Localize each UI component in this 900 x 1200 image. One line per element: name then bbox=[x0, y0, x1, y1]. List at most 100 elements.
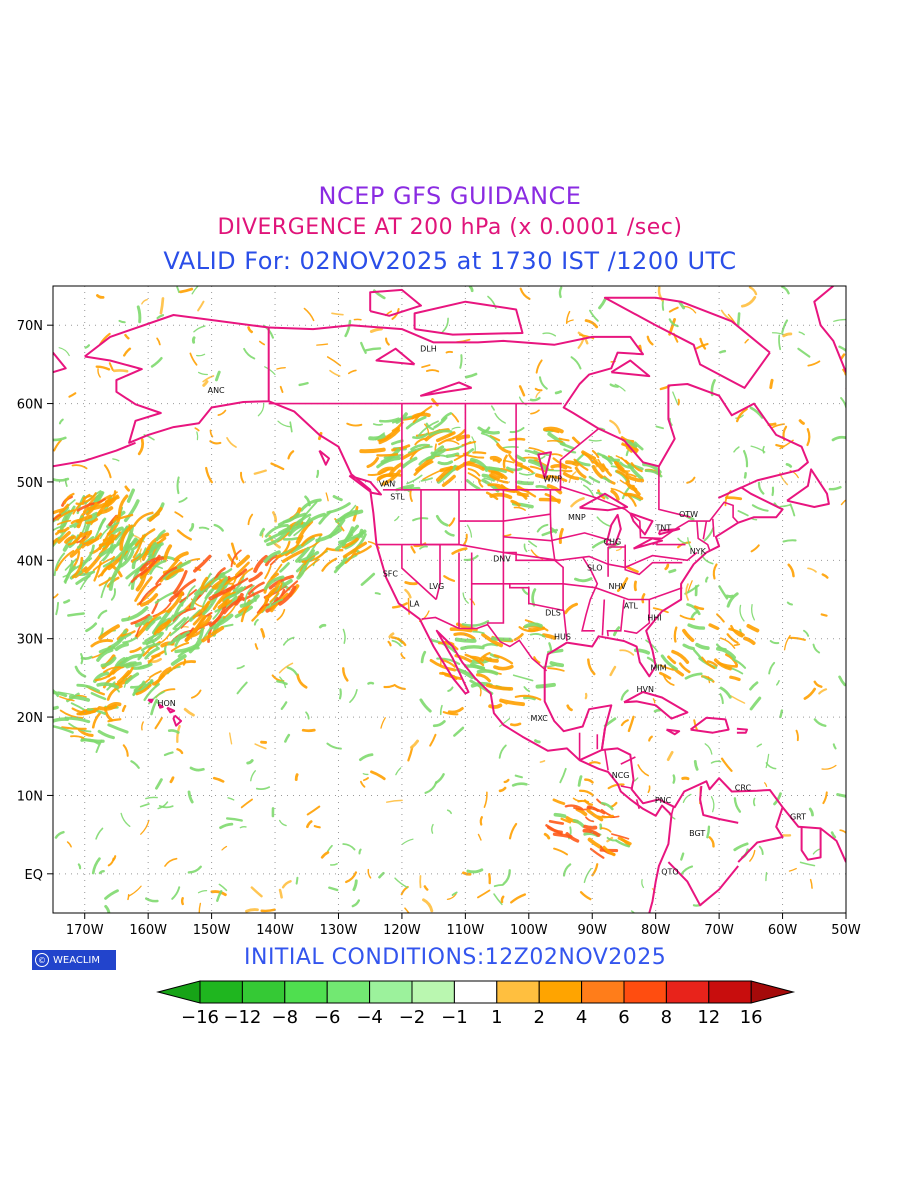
divergence-contour bbox=[260, 628, 266, 638]
divergence-contour bbox=[166, 591, 184, 614]
divergence-contour bbox=[359, 780, 366, 788]
divergence-contour bbox=[565, 310, 571, 324]
divergence-contour bbox=[684, 672, 703, 680]
divergence-contour bbox=[716, 647, 737, 660]
political-border bbox=[509, 583, 568, 642]
divergence-contour bbox=[64, 535, 77, 544]
divergence-contour bbox=[547, 667, 565, 672]
divergence-contour bbox=[523, 543, 528, 553]
divergence-contour bbox=[783, 634, 791, 651]
divergence-contour bbox=[530, 409, 540, 415]
divergence-contour bbox=[482, 656, 499, 663]
divergence-contour bbox=[236, 665, 245, 670]
divergence-contour bbox=[172, 570, 188, 595]
divergence-contour bbox=[98, 624, 120, 641]
divergence-contour bbox=[487, 483, 506, 490]
divergence-contour bbox=[512, 674, 534, 682]
divergence-contour bbox=[306, 820, 313, 829]
divergence-contour bbox=[645, 639, 659, 653]
divergence-contour bbox=[401, 838, 414, 845]
divergence-contour bbox=[446, 809, 452, 815]
legend-label: −16 bbox=[181, 1007, 219, 1028]
divergence-contour bbox=[268, 574, 294, 590]
divergence-contour bbox=[112, 513, 121, 523]
divergence-contour bbox=[377, 466, 394, 475]
divergence-contour bbox=[74, 665, 87, 678]
lon-tick-label: 50W bbox=[831, 923, 861, 938]
divergence-contour bbox=[625, 446, 633, 453]
divergence-contour bbox=[573, 458, 589, 471]
coastline bbox=[667, 861, 739, 907]
divergence-contour bbox=[253, 618, 259, 626]
divergence-contour bbox=[428, 429, 453, 437]
divergence-contour bbox=[281, 549, 305, 564]
political-border bbox=[503, 513, 552, 522]
divergence-contour bbox=[587, 658, 596, 676]
divergence-contour bbox=[245, 908, 259, 913]
political-border bbox=[670, 807, 675, 816]
divergence-contour bbox=[782, 332, 793, 338]
divergence-contour bbox=[405, 415, 427, 430]
divergence-contour bbox=[148, 609, 167, 625]
divergence-contour bbox=[295, 546, 310, 563]
city-label: DLS bbox=[545, 609, 561, 618]
political-border bbox=[696, 521, 711, 551]
city-label: WNP bbox=[543, 475, 562, 484]
divergence-contour bbox=[779, 439, 794, 450]
divergence-contour bbox=[591, 464, 604, 479]
legend-swatch bbox=[199, 980, 243, 1004]
divergence-contour bbox=[571, 436, 581, 445]
divergence-contour bbox=[92, 557, 114, 572]
divergence-contour bbox=[150, 698, 159, 716]
divergence-contour bbox=[620, 689, 629, 701]
divergence-contour bbox=[560, 817, 572, 824]
coastline bbox=[736, 727, 748, 734]
divergence-contour bbox=[726, 592, 739, 608]
divergence-contour bbox=[572, 797, 583, 802]
divergence-contour bbox=[795, 729, 799, 742]
city-label: GRT bbox=[790, 813, 806, 822]
divergence-contour bbox=[572, 818, 585, 828]
divergence-contour bbox=[490, 405, 495, 411]
divergence-contour bbox=[114, 642, 129, 651]
divergence-contour bbox=[570, 497, 585, 508]
divergence-contour bbox=[549, 661, 565, 668]
divergence-contour bbox=[148, 507, 163, 522]
divergence-contour bbox=[578, 477, 592, 486]
divergence-contour bbox=[144, 647, 160, 660]
divergence-contour bbox=[200, 576, 209, 591]
divergence-contour bbox=[118, 319, 126, 324]
divergence-contour bbox=[425, 369, 440, 373]
divergence-contour bbox=[71, 464, 88, 470]
divergence-contour bbox=[76, 514, 93, 524]
divergence-contour bbox=[139, 803, 150, 808]
lon-tick-label: 150W bbox=[193, 923, 231, 938]
divergence-contour bbox=[502, 459, 515, 464]
divergence-contour bbox=[240, 471, 245, 484]
divergence-contour bbox=[588, 439, 602, 442]
divergence-contour bbox=[218, 883, 228, 892]
divergence-contour bbox=[329, 369, 341, 377]
divergence-contour bbox=[395, 767, 402, 776]
divergence-contour bbox=[130, 613, 151, 625]
divergence-contour bbox=[210, 575, 227, 586]
divergence-contour bbox=[57, 526, 70, 533]
divergence-contour bbox=[682, 793, 692, 803]
divergence-contour bbox=[625, 439, 638, 448]
divergence-contour bbox=[121, 606, 149, 622]
divergence-contour bbox=[270, 563, 283, 579]
divergence-contour bbox=[214, 370, 221, 382]
divergence-contour bbox=[103, 464, 112, 479]
divergence-contour bbox=[467, 472, 482, 482]
divergence-contour bbox=[758, 845, 764, 856]
divergence-contour bbox=[447, 707, 464, 714]
divergence-contour bbox=[327, 844, 333, 852]
divergence-contour bbox=[485, 683, 514, 691]
divergence-contour bbox=[577, 775, 583, 787]
lon-tick-label: 100W bbox=[510, 923, 548, 938]
divergence-contour bbox=[631, 485, 641, 497]
divergence-contour bbox=[180, 897, 184, 906]
coastline bbox=[623, 691, 689, 720]
divergence-contour bbox=[797, 347, 811, 358]
divergence-contour bbox=[726, 633, 739, 644]
